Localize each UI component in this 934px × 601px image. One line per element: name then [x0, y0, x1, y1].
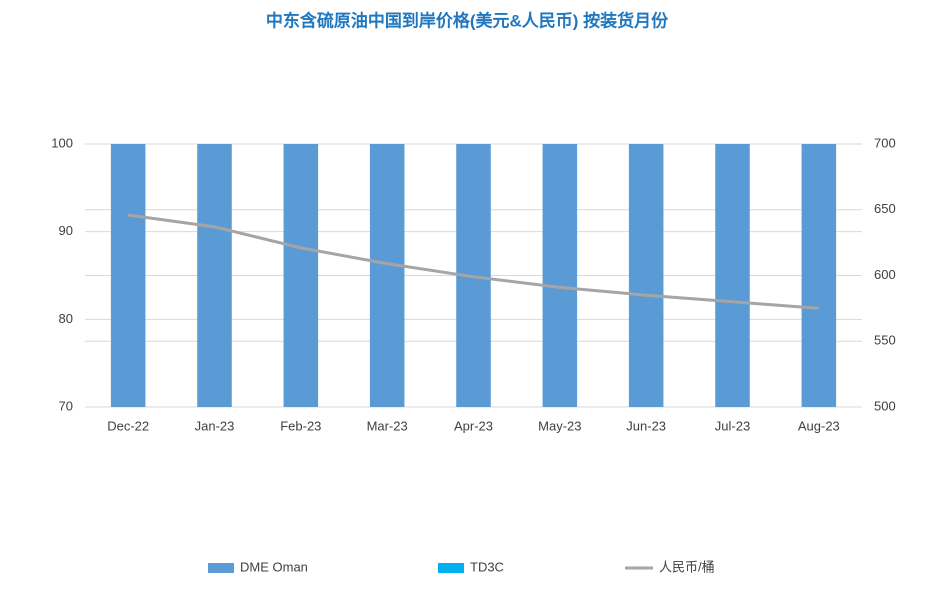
y-tick-label: 90 [59, 223, 73, 238]
x-tick-label: Jul-23 [715, 418, 750, 433]
x-tick-label: Dec-22 [107, 418, 149, 433]
bar-segment [110, 144, 146, 407]
bar-segment [283, 144, 319, 407]
legend-swatch [438, 563, 464, 573]
y-tick-label: 80 [59, 311, 73, 326]
x-tick-label: Jan-23 [195, 418, 235, 433]
legend-label: TD3C [470, 559, 504, 574]
legend-swatch [208, 563, 234, 573]
legend-label: 人民币/桶 [659, 559, 715, 574]
y-tick-label: 100 [51, 135, 73, 150]
x-tick-label: Feb-23 [280, 418, 321, 433]
x-tick-label: Aug-23 [798, 418, 840, 433]
bar-segment [197, 144, 232, 407]
y2-tick-label: 500 [874, 398, 896, 413]
y2-tick-label: 700 [874, 135, 896, 150]
y2-tick-label: 550 [874, 333, 896, 348]
y2-tick-label: 650 [874, 201, 896, 216]
x-tick-label: Apr-23 [454, 418, 493, 433]
bar-segment [715, 144, 750, 407]
bar-segment [628, 144, 664, 407]
legend-label: DME Oman [240, 559, 308, 574]
chart-title: 中东含硫原油中国到岸价格(美元&人民币) 按装货月份 [266, 10, 669, 30]
x-tick-label: May-23 [538, 418, 581, 433]
bar-segment [801, 144, 837, 407]
line-series [127, 213, 819, 310]
bar-segment [369, 144, 405, 407]
y2-tick-label: 600 [874, 267, 896, 282]
x-tick-label: Jun-23 [626, 418, 666, 433]
bar-segment [542, 144, 578, 407]
y-tick-label: 70 [59, 398, 73, 413]
x-tick-label: Mar-23 [367, 418, 408, 433]
